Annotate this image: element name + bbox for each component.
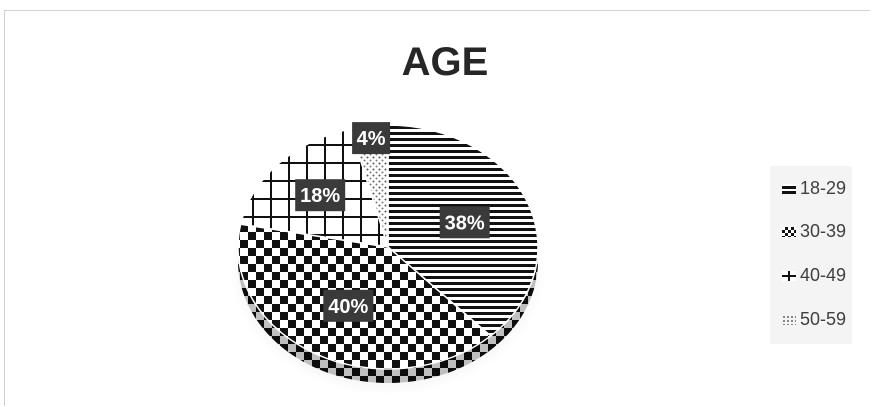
data-label-box (323, 289, 374, 322)
data-label-18-29: 38% (439, 206, 490, 239)
data-label-text: 4% (357, 128, 386, 150)
chart-title: AGE (401, 40, 489, 84)
legend-label: 40-49 (800, 265, 847, 285)
legend-item-30-39: 30-39 (782, 221, 846, 245)
data-label-text: 40% (328, 296, 368, 318)
legend-item-40-49: 40-49 (782, 265, 846, 289)
data-label-box (439, 206, 490, 239)
legend: 18-29 30-39 40-49 50-59 (770, 166, 852, 344)
legend-item-18-29: 18-29 (782, 178, 846, 202)
legend-item-50-59: 50-59 (782, 309, 846, 333)
legend-label: 18-29 (800, 178, 847, 198)
data-label-30-39: 40% (323, 289, 374, 322)
data-label-40-49: 18% (295, 179, 346, 212)
checkerboard-swatch-icon (782, 227, 796, 238)
horizontal-lines-swatch-icon (782, 184, 796, 195)
dots-swatch-icon (782, 315, 796, 326)
data-label-box (352, 122, 391, 155)
data-label-box (295, 179, 346, 212)
data-label-text: 18% (300, 185, 340, 207)
chart-area (4, 10, 870, 406)
data-label-50-59: 4% (352, 122, 391, 155)
data-label-text: 38% (445, 212, 485, 234)
grid-swatch-icon (782, 271, 796, 282)
legend-label: 50-59 (800, 309, 847, 329)
legend-label: 30-39 (800, 221, 847, 241)
